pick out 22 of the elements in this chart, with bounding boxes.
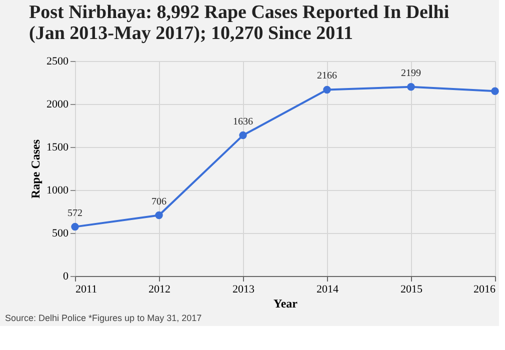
x-tick-label: 2013 xyxy=(232,284,255,296)
text: 572 xyxy=(68,208,82,219)
y-tick-label: 500 xyxy=(52,228,69,240)
y-tick-label: 2500 xyxy=(46,56,69,68)
text: 2166 xyxy=(317,70,337,82)
text: (Jan 2013-May 2017); 10,270 Since 2011 xyxy=(29,23,354,44)
y-tick-label: 0 xyxy=(63,270,69,282)
x-tick-label: 2011 xyxy=(76,284,98,296)
source-note: Source: Delhi Police *Figures up to May 31, 2017 xyxy=(5,313,202,323)
y-tick-label: 2000 xyxy=(46,98,69,110)
text: Post Nirbhaya: 8,992 Rape Cases Reported In Delhi xyxy=(29,2,450,23)
y-tick-label: 1000 xyxy=(46,184,69,196)
x-tick-label: 2012 xyxy=(148,284,170,296)
text: 2199 xyxy=(401,68,421,79)
text: 1636 xyxy=(233,116,253,128)
x-axis-title: Year xyxy=(274,296,298,310)
text: 706 xyxy=(152,196,166,208)
x-tick-label: 2016 xyxy=(474,284,496,296)
y-tick-label: 1500 xyxy=(46,142,69,154)
x-tick-label: 2015 xyxy=(400,284,423,296)
x-tick-label: 2014 xyxy=(316,284,339,296)
y-axis-title: Rape Cases xyxy=(28,139,42,198)
